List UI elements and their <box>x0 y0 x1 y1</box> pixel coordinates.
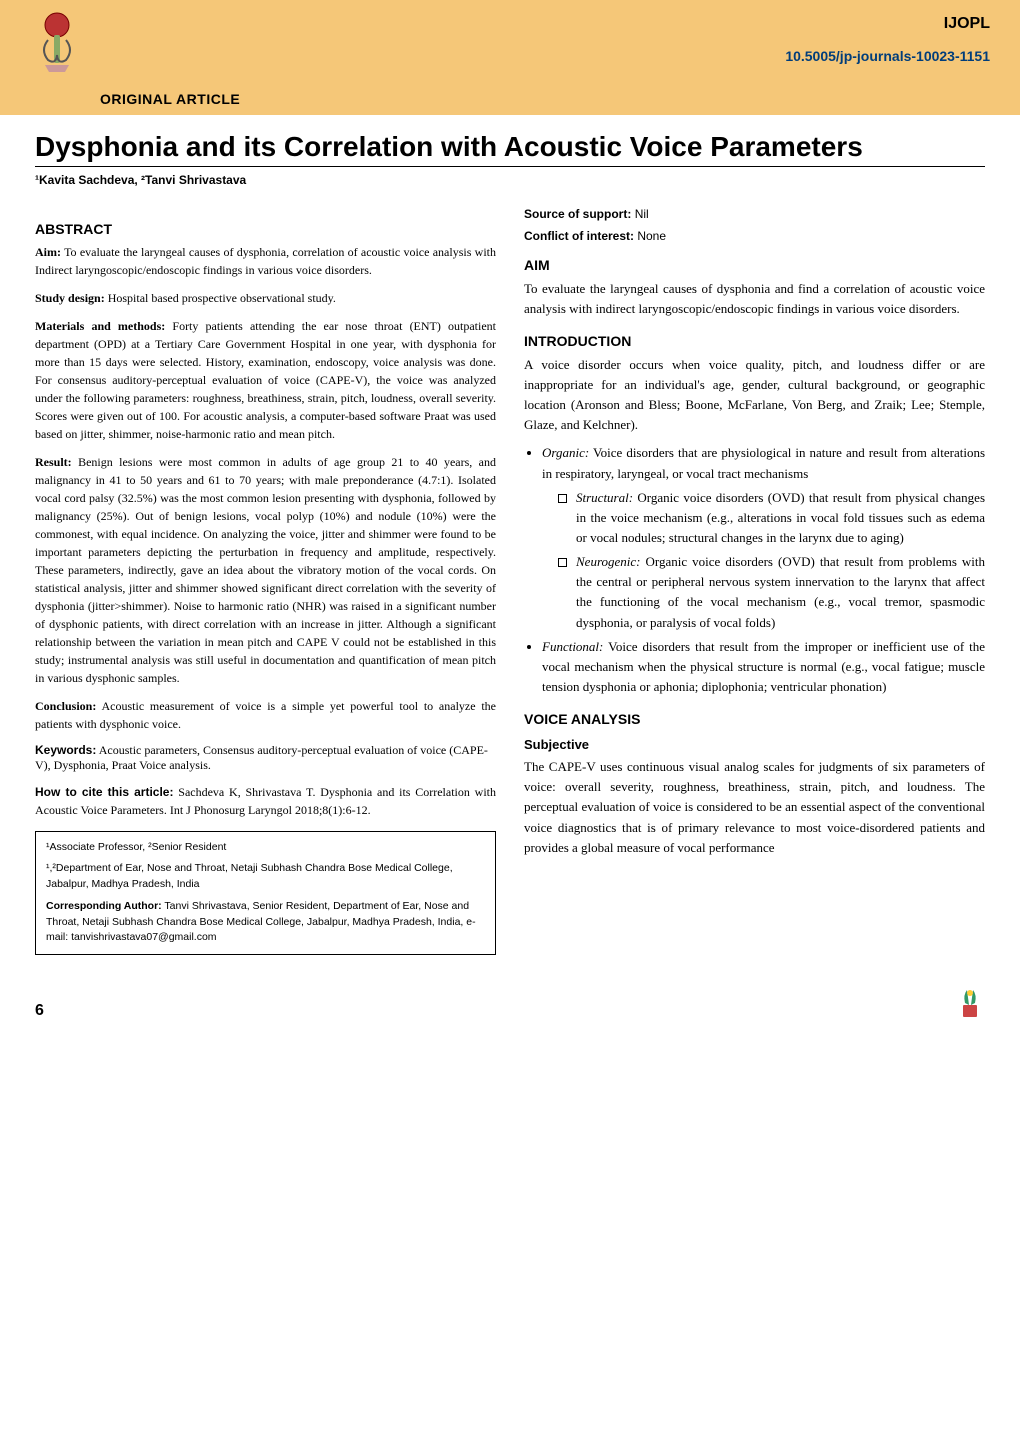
aim-label: Aim: <box>35 245 61 259</box>
result-text: Benign lesions were most common in adult… <box>35 455 496 685</box>
neurogenic-label: Neurogenic: <box>576 554 641 569</box>
structural-item: Structural: Organic voice disorders (OVD… <box>558 488 985 548</box>
neurogenic-item: Neurogenic: Organic voice disorders (OVD… <box>558 552 985 633</box>
cite-label: How to cite this article: <box>35 785 173 799</box>
aim-text: To evaluate the laryngeal causes of dysp… <box>35 245 496 277</box>
corresponding-label: Corresponding Author: <box>46 900 162 912</box>
article-type-label: ORIGINAL ARTICLE <box>100 91 240 107</box>
doi-text: 10.5005/jp-journals-10023-1151 <box>785 48 990 64</box>
support-value: Nil <box>635 207 649 221</box>
two-column-layout: ABSTRACT Aim: To evaluate the laryngeal … <box>35 207 985 956</box>
keywords-text: Acoustic parameters, Consensus auditory-… <box>35 743 488 772</box>
disorder-list: Organic: Voice disorders that are physio… <box>542 443 985 697</box>
functional-text: Voice disorders that result from the imp… <box>542 639 985 694</box>
mm-label: Materials and methods: <box>35 319 165 333</box>
design-label: Study design: <box>35 291 105 305</box>
conclusion-label: Conclusion: <box>35 699 96 713</box>
abstract-heading: ABSTRACT <box>35 221 496 237</box>
authors-line: ¹Kavita Sachdeva, ²Tanvi Shrivastava <box>35 173 985 187</box>
affiliation-box: ¹Associate Professor, ²Senior Resident ¹… <box>35 831 496 956</box>
conclusion-text: Acoustic measurement of voice is a simpl… <box>35 699 496 731</box>
journal-abbrev: IJOPL <box>944 15 990 33</box>
page-footer: 6 <box>0 975 1020 1035</box>
structural-text: Organic voice disorders (OVD) that resul… <box>576 490 985 545</box>
result-label: Result: <box>35 455 72 469</box>
design-text: Hospital based prospective observational… <box>108 291 336 305</box>
page-number: 6 <box>35 1002 44 1020</box>
affil-dept: ¹,²Department of Ear, Nose and Throat, N… <box>46 861 485 893</box>
aim-paragraph: To evaluate the laryngeal causes of dysp… <box>524 279 985 319</box>
support-label: Source of support: <box>524 207 631 221</box>
publisher-logo-icon <box>955 985 985 1020</box>
subjective-paragraph: The CAPE-V uses continuous visual analog… <box>524 757 985 858</box>
affil-roles: ¹Associate Professor, ²Senior Resident <box>46 840 485 856</box>
conflict-value: None <box>637 229 666 243</box>
conflict-label: Conflict of interest: <box>524 229 634 243</box>
organic-label: Organic: <box>542 445 589 460</box>
functional-item: Functional: Voice disorders that result … <box>542 637 985 697</box>
keywords-label: Keywords: <box>35 743 96 757</box>
journal-logo-icon <box>30 10 85 75</box>
page-content: Dysphonia and its Correlation with Acous… <box>0 115 1020 975</box>
organic-text: Voice disorders that are physiological i… <box>542 445 985 480</box>
aim-heading: AIM <box>524 257 985 273</box>
structural-label: Structural: <box>576 490 633 505</box>
mm-text: Forty patients attending the ear nose th… <box>35 319 496 441</box>
functional-label: Functional: <box>542 639 603 654</box>
voice-analysis-heading: VOICE ANALYSIS <box>524 711 985 727</box>
organic-sublist: Structural: Organic voice disorders (OVD… <box>558 488 985 633</box>
organic-item: Organic: Voice disorders that are physio… <box>542 443 985 632</box>
left-column: ABSTRACT Aim: To evaluate the laryngeal … <box>35 207 496 956</box>
right-column: Source of support: Nil Conflict of inter… <box>524 207 985 956</box>
title-rule <box>35 166 985 167</box>
subjective-heading: Subjective <box>524 737 985 752</box>
abstract-body: Aim: To evaluate the laryngeal causes of… <box>35 243 496 733</box>
intro-heading: INTRODUCTION <box>524 333 985 349</box>
header-band: IJOPL 10.5005/jp-journals-10023-1151 ORI… <box>0 0 1020 115</box>
intro-paragraph: A voice disorder occurs when voice quali… <box>524 355 985 436</box>
article-title: Dysphonia and its Correlation with Acous… <box>35 130 985 164</box>
